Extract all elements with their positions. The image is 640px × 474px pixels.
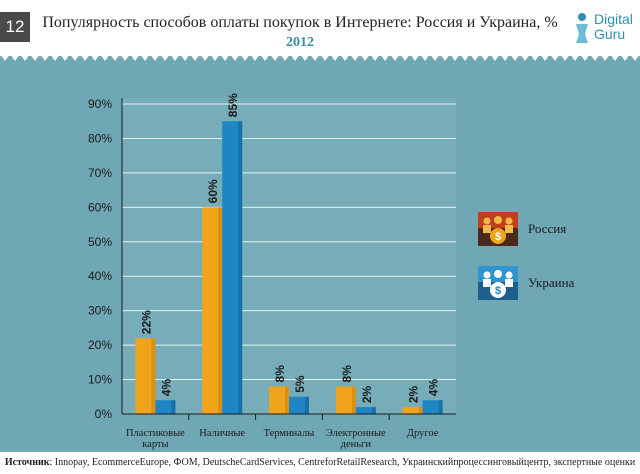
data-label: 60% (206, 179, 220, 203)
data-label: 4% (159, 379, 173, 397)
x-category-label: деньги (341, 439, 372, 450)
bar-russia (335, 386, 356, 414)
data-label: 5% (293, 375, 307, 393)
bar-ukraine (222, 121, 243, 414)
y-tick-label: 70% (88, 166, 112, 180)
legend: $ Россия $ Украина (478, 212, 628, 302)
bar-russia (402, 407, 423, 414)
bar-shade (285, 386, 289, 414)
x-category-label: Терминалы (264, 428, 315, 439)
data-label: 22% (139, 310, 153, 334)
y-tick-label: 60% (88, 200, 112, 214)
bar-shade (238, 121, 243, 414)
bar-russia (202, 207, 223, 414)
y-tick-label: 10% (88, 373, 112, 387)
data-label: 8% (340, 365, 354, 383)
zigzag-border (0, 54, 640, 61)
bar-shade (438, 400, 443, 414)
logo-text-line2: Guru (594, 26, 626, 42)
y-tick-label: 20% (88, 338, 112, 352)
slide-number: 12 (0, 12, 30, 42)
zigzag-edge (0, 54, 640, 61)
source-label: Источник (4, 457, 50, 468)
bar-ukraine (155, 400, 176, 414)
bar-shade (171, 400, 176, 414)
x-category-label: Другое (407, 428, 439, 439)
y-tick-label: 50% (88, 235, 112, 249)
data-label: 2% (360, 385, 374, 403)
logo-figure-icon (576, 13, 588, 43)
data-label: 8% (273, 365, 287, 383)
bar-shade (371, 407, 376, 414)
bar-ukraine (289, 396, 309, 414)
x-category-label: карты (142, 439, 168, 450)
bar-ukraine (422, 400, 443, 414)
source-footer: Источник: Innopay, EcommerceEurope, ФОМ,… (0, 452, 640, 474)
y-tick-label: 90% (88, 97, 112, 111)
header: 12 Популярность способов оплаты покупок … (0, 0, 640, 56)
data-label: 4% (427, 379, 441, 397)
plot-area (122, 98, 456, 414)
legend-item-russia: $ Россия (478, 212, 628, 246)
bar-russia (135, 338, 156, 414)
digital-guru-logo: Digital Guru (574, 10, 636, 46)
y-tick-label: 30% (88, 304, 112, 318)
people-money-icon-blue: $ (478, 266, 518, 300)
svg-text:$: $ (495, 285, 501, 297)
x-category-label: Пластиковые (126, 428, 185, 439)
people-money-icon-orange: $ (478, 212, 518, 246)
labels: 0% 10% 20% 30% 40% 50% 60% 70% 80% 90% 22% 4% Пласти… (88, 93, 441, 450)
logo-text-line1: Digital (594, 11, 633, 27)
chart-year: 2012 (286, 35, 314, 50)
legend-label-russia: Россия (528, 221, 567, 236)
bar-shade (218, 207, 223, 414)
bar-shade (151, 338, 156, 414)
chart-title: Популярность способов оплаты покупок в И… (42, 14, 558, 31)
x-category-label: Электронные (326, 428, 386, 439)
source-text: : Innopay, EcommerceEurope, ФОМ, Deutsch… (49, 457, 636, 468)
axes (121, 98, 456, 420)
y-tick-label: 40% (88, 269, 112, 283)
grid (122, 98, 456, 414)
y-tick-label: 0% (95, 407, 113, 421)
y-tick-label: 80% (88, 131, 112, 145)
bars (135, 121, 443, 414)
bar-shade (351, 386, 356, 414)
bar-ukraine (355, 407, 376, 414)
x-category-label: Наличные (199, 428, 245, 439)
bar-russia (269, 386, 289, 414)
data-label: 2% (407, 385, 421, 403)
data-label: 85% (226, 93, 240, 117)
legend-item-ukraine: $ Украина (478, 266, 628, 300)
svg-text:$: $ (495, 231, 501, 243)
bar-shade (418, 407, 423, 414)
legend-label-ukraine: Украина (528, 275, 575, 290)
bar-shade (305, 396, 309, 414)
